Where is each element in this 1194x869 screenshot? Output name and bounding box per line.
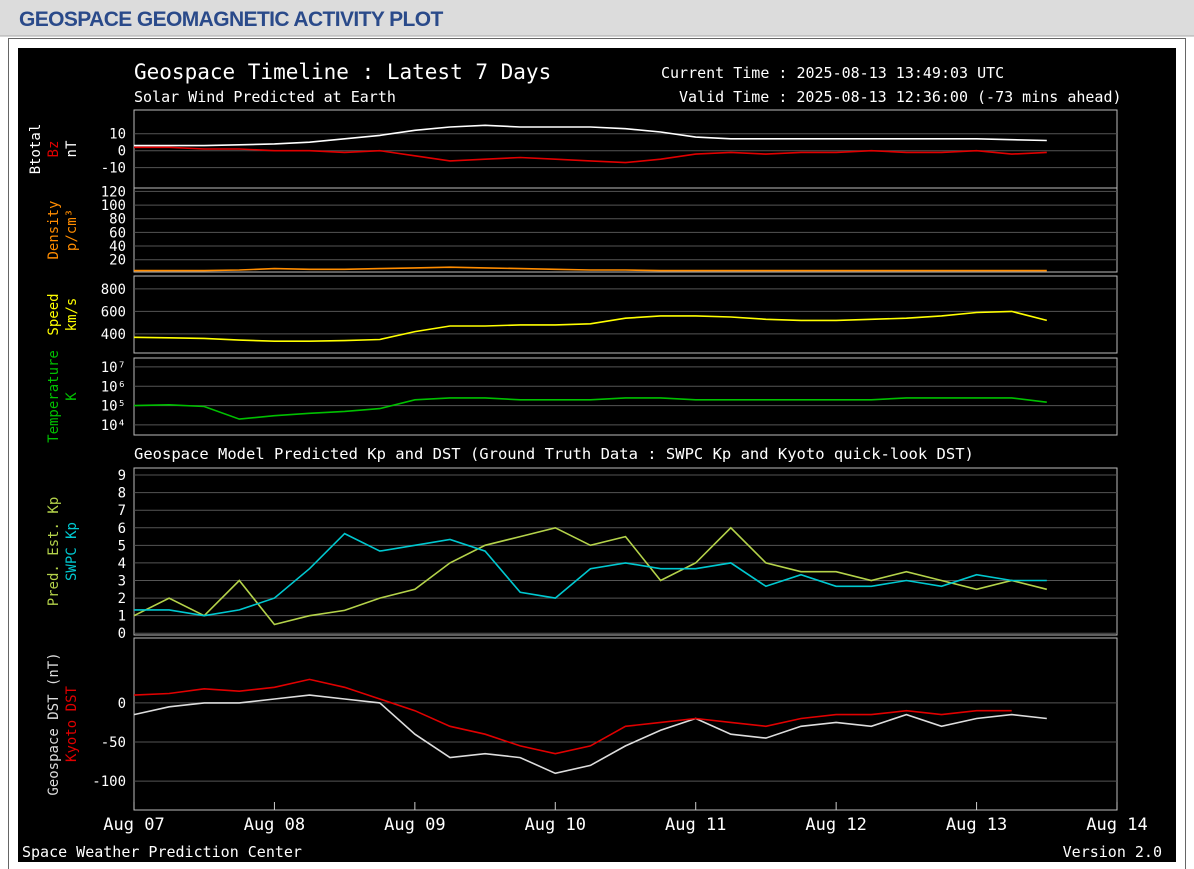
x-tick-label: Aug 07	[103, 815, 164, 835]
header-title: GEOSPACE GEOMAGNETIC ACTIVITY PLOT	[19, 8, 444, 31]
y-tick-label: 9	[118, 468, 126, 484]
series-line	[133, 397, 1047, 420]
axis-label: Geospace DST (nT)	[46, 652, 62, 795]
y-tick-label: 7	[118, 503, 126, 519]
axis-label: nT	[64, 140, 80, 157]
x-tick-label: Aug 08	[244, 815, 305, 835]
header-bar	[0, 0, 1194, 36]
axis-label: Temperature	[46, 350, 62, 443]
plot-image	[18, 48, 1176, 862]
y-tick-label: 80	[109, 212, 126, 228]
axis-label: Btotal	[28, 124, 44, 175]
current-time: Current Time : 2025-08-13 13:49:03 UTC	[661, 64, 1004, 82]
axis-label: Density	[46, 200, 62, 259]
y-tick-label: -50	[101, 735, 126, 751]
panel-frame	[133, 637, 1118, 811]
footer-left: Space Weather Prediction Center	[22, 843, 302, 861]
footer-right: Version 2.0	[1063, 843, 1162, 861]
model-title: Geospace Model Predicted Kp and DST (Gro…	[134, 445, 974, 463]
y-tick-label: 600	[101, 304, 126, 320]
series-line	[134, 124, 1047, 147]
axis-label: Speed	[46, 293, 62, 335]
panel-frame	[133, 187, 1118, 273]
y-tick-label: 10⁴	[101, 418, 126, 434]
y-tick-label: 10⁷	[101, 360, 126, 376]
y-tick-label: 6	[118, 521, 126, 537]
y-tick-label: 800	[101, 282, 126, 298]
x-tick-label: Aug 13	[946, 815, 1007, 835]
y-tick-label: 400	[101, 327, 126, 343]
y-tick-label: 4	[118, 556, 126, 572]
panel-frame	[133, 275, 1118, 354]
y-tick-label: 2	[118, 591, 126, 607]
series-line	[134, 266, 1047, 272]
x-tick-label: Aug 10	[525, 815, 586, 835]
y-tick-label: 8	[118, 486, 126, 502]
y-tick-label: 0	[118, 696, 126, 712]
y-tick-label: 10⁵	[101, 399, 126, 415]
y-tick-label: -100	[92, 774, 126, 790]
series-line	[134, 532, 1047, 617]
x-tick-label: Aug 12	[805, 815, 866, 835]
panel-frame	[133, 357, 1118, 436]
y-tick-label: 100	[101, 198, 126, 214]
y-tick-label: 5	[118, 538, 126, 554]
series-line	[133, 694, 1047, 775]
axis-label: Bz	[46, 141, 62, 158]
axis-label: Pred. Est. Kp	[46, 497, 62, 607]
y-tick-label: 3	[118, 574, 126, 590]
y-tick-label: 20	[109, 253, 126, 269]
x-tick-label: Aug 09	[384, 815, 445, 835]
y-tick-label: 1	[118, 609, 126, 625]
axis-label: K	[64, 392, 80, 401]
valid-time: Valid Time : 2025-08-13 12:36:00 (-73 mi…	[679, 88, 1122, 106]
panel-frame	[133, 467, 1118, 636]
y-tick-label: 120	[101, 184, 126, 200]
y-tick-label: 0	[118, 626, 126, 642]
y-tick-label: 0	[118, 144, 126, 160]
series-line	[133, 310, 1047, 342]
series-line	[134, 146, 1047, 164]
y-tick-label: -10	[101, 161, 126, 177]
plot-subtitle: Solar Wind Predicted at Earth	[134, 88, 396, 106]
axis-label: Kyoto DST	[64, 686, 80, 762]
x-tick-label: Aug 14	[1086, 815, 1147, 835]
plot-title: Geospace Timeline : Latest 7 Days	[134, 60, 551, 84]
axis-label: km/s	[64, 298, 80, 332]
y-tick-label: 60	[109, 225, 126, 241]
y-tick-label: 40	[109, 239, 126, 255]
series-line	[133, 526, 1047, 626]
series-line	[133, 678, 1012, 755]
axis-label: SWPC Kp	[64, 522, 80, 581]
axis-label: p/cm³	[64, 209, 80, 251]
y-tick-label: 10⁶	[101, 379, 126, 395]
y-tick-label: 10	[109, 127, 126, 143]
x-tick-label: Aug 11	[665, 815, 726, 835]
